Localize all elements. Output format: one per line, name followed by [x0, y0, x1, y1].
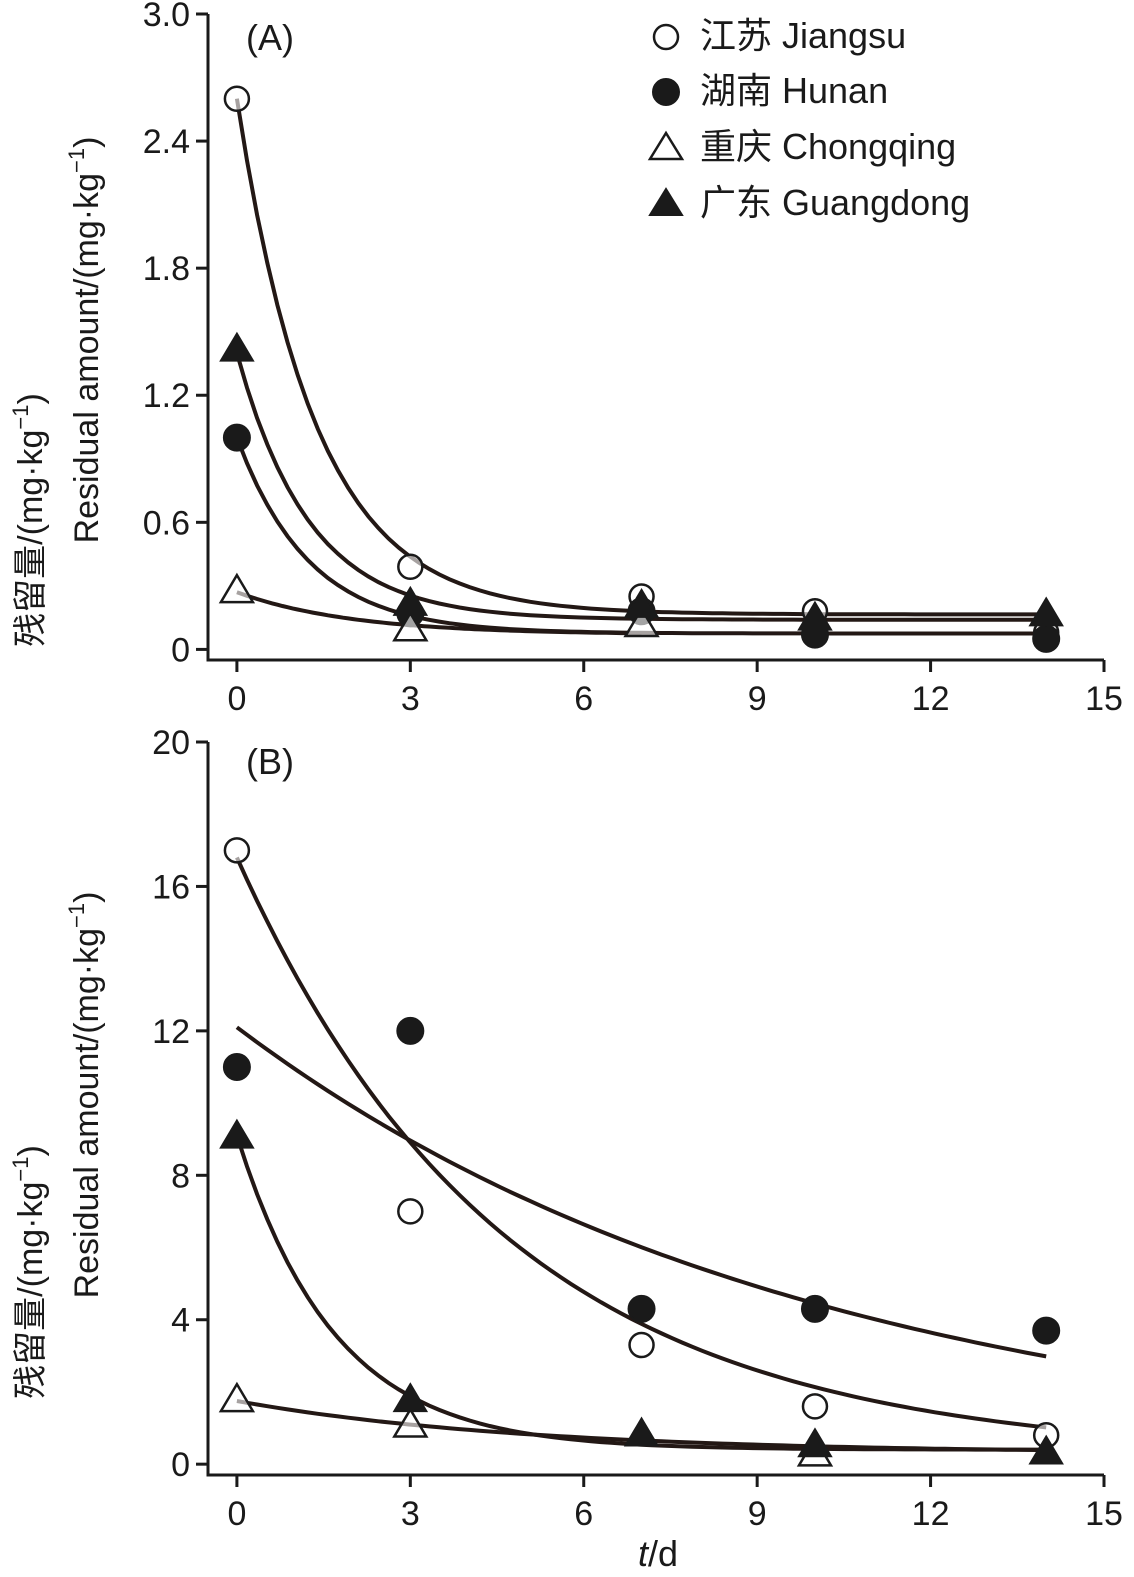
panel-a-point-triangle-filled	[219, 331, 255, 362]
panel-b-chart: 0 4 8 12 16 20 0 3 6 9 12 15 (B) 残留量/(mg·kg−1) Resi…	[8, 724, 1123, 1574]
panel-b-point-triangle-filled	[1028, 1434, 1064, 1465]
panel-a-axes: 0 0.6 1.2 1.8 2.4 3.0 0 3 6 9 12 15	[143, 0, 1123, 718]
panel-a-xtick-label: 12	[912, 680, 950, 718]
panel-b-xtick-label: 3	[401, 1495, 420, 1533]
panel-a-point-circle-open	[223, 85, 251, 112]
legend-item-hunan: 湖南 Hunan	[652, 70, 888, 111]
panel-b-label: (B)	[246, 741, 294, 782]
panel-a-label: (A)	[246, 17, 294, 58]
panel-b-point-triangle-open	[218, 1381, 256, 1413]
panel-a-ytick-label: 0	[171, 631, 190, 669]
panel-b-axis-lines	[206, 742, 1104, 1477]
legend-marker-open-triangle	[647, 130, 685, 161]
panel-b-ytick-label: 0	[171, 1446, 190, 1484]
legend-label-hunan: 湖南 Hunan	[700, 70, 888, 111]
panel-a-xtick-label: 15	[1085, 680, 1123, 718]
panel-a-point-triangle-open	[218, 572, 256, 604]
panel-b-point-circle-filled	[800, 1294, 829, 1323]
panel-b-point-circle-filled	[1032, 1316, 1061, 1345]
panel-a-ylabel-cn: 残留量/(mg·kg−1)	[8, 393, 50, 647]
panel-b-point-circle-filled	[396, 1016, 425, 1045]
panel-a-fit-curves	[234, 98, 1047, 636]
panel-b-point-triangle-filled	[392, 1382, 429, 1413]
legend-item-guangdong: 广东 Guangdong	[648, 182, 970, 223]
panel-a-point-triangle-filled	[797, 600, 833, 631]
legend-marker-open-circle	[652, 23, 680, 51]
panel-b-fit-curve-triangle-filled	[234, 1134, 1047, 1452]
panel-b-point-circle-open	[628, 1331, 655, 1359]
legend-label-guangdong: 广东 Guangdong	[700, 182, 970, 223]
panel-a-ytick-label: 1.2	[143, 377, 190, 415]
legend-marker-filled-triangle	[648, 187, 684, 216]
panel-b-ytick-label: 16	[152, 868, 190, 906]
panel-b-ytick-label: 8	[171, 1157, 190, 1195]
panel-b-xtick-label: 0	[227, 1495, 246, 1533]
panel-b-xtick-label: 12	[912, 1495, 950, 1533]
panel-b-xtick-label: 6	[574, 1495, 593, 1533]
panel-b-fit-curve-circle-open	[235, 856, 1047, 1430]
panel-a-point-circle-filled	[222, 423, 251, 452]
panel-b-xlabel: t/d	[638, 1533, 678, 1574]
panel-a-point-circle-filled	[1032, 624, 1061, 653]
panel-b-xtick-label: 9	[748, 1495, 767, 1533]
panel-a-chart: 0 0.6 1.2 1.8 2.4 3.0 0 3 6 9 12 15 (A) 残留量/(mg·kg−…	[8, 0, 1123, 718]
panel-b-fit-curve-circle-filled	[235, 1025, 1047, 1359]
panel-a-data-points	[218, 85, 1064, 653]
panel-b-ylabel-cn: 残留量/(mg·kg−1)	[8, 1145, 50, 1399]
panel-a-ytick-label: 0.6	[143, 504, 190, 542]
panel-a-xtick-label: 6	[574, 680, 593, 718]
panel-a-point-triangle-filled	[623, 587, 660, 618]
panel-a-point-triangle-open	[623, 606, 660, 638]
legend-marker-filled-circle	[652, 78, 680, 106]
panel-b-point-circle-filled	[222, 1052, 251, 1081]
panel-a-xtick-label: 3	[401, 680, 420, 718]
panel-b-xtick-label: 15	[1085, 1495, 1123, 1533]
panel-a-xtick-label: 9	[748, 680, 767, 718]
panel-b-ytick-label: 4	[171, 1302, 190, 1340]
panel-a-ylabel-en: Residual amount/(mg·kg−1)	[64, 137, 106, 544]
panel-b-point-circle-open	[801, 1393, 829, 1420]
panel-b-point-circle-open	[397, 1198, 424, 1225]
panel-b-fit-curves	[234, 856, 1047, 1453]
legend-label-jiangsu: 江苏 Jiangsu	[700, 15, 906, 56]
panel-b-point-triangle-filled	[219, 1118, 255, 1149]
panel-a-point-triangle-filled	[392, 585, 429, 616]
panel-b-point-triangle-open	[392, 1406, 429, 1438]
panel-b-point-circle-filled	[627, 1294, 656, 1323]
panel-b-data-points	[218, 837, 1064, 1467]
panel-a-fit-curve-circle-open	[234, 98, 1047, 617]
panel-b-axes: 0 4 8 12 16 20 0 3 6 9 12 15	[152, 724, 1123, 1533]
panel-b-point-circle-open	[223, 837, 251, 864]
panel-a-point-triangle-open	[392, 610, 429, 642]
panel-a-ytick-label: 1.8	[143, 250, 190, 288]
legend: 江苏 Jiangsu 湖南 Hunan 重庆 Chongqing 广东 Guan…	[647, 15, 970, 223]
panel-a-axis-lines	[206, 14, 1104, 662]
legend-item-jiangsu: 江苏 Jiangsu	[652, 15, 906, 56]
panel-b-ytick-label: 20	[152, 724, 190, 762]
panel-b-point-triangle-filled	[623, 1416, 660, 1447]
panel-a-xtick-label: 0	[227, 680, 246, 718]
panel-a-ytick-label: 2.4	[143, 123, 190, 161]
legend-item-chongqing: 重庆 Chongqing	[647, 126, 956, 167]
panel-a-fit-curve-triangle-open	[236, 590, 642, 636]
panel-a-point-circle-open	[397, 553, 424, 581]
panel-b-ylabel-en: Residual amount/(mg·kg−1)	[64, 892, 106, 1299]
panel-b-point-triangle-filled	[797, 1427, 833, 1458]
panel-a-point-triangle-filled	[1028, 596, 1064, 627]
panel-a-fit-curve-triangle-filled	[234, 352, 1047, 622]
panel-b-ytick-label: 12	[152, 1013, 190, 1051]
legend-label-chongqing: 重庆 Chongqing	[700, 126, 956, 167]
panel-a-ytick-label: 3.0	[143, 0, 190, 34]
